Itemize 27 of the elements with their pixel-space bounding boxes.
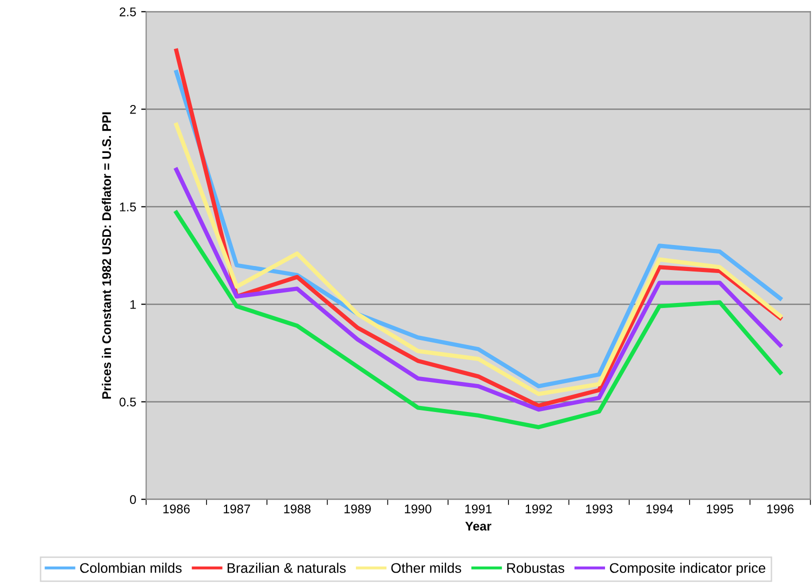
x-tick-label: 1996 — [767, 504, 794, 514]
legend-label: Robustas — [507, 562, 564, 573]
x-tick-label: 1988 — [284, 504, 310, 514]
line-series — [174, 210, 782, 430]
y-tick-label: 0 — [130, 495, 136, 504]
line-series — [174, 122, 782, 396]
y-tick-label: 1 — [130, 300, 136, 309]
x-tick-label: 1995 — [706, 504, 734, 514]
x-tick-label: 1987 — [224, 504, 250, 514]
legend-label: Composite indicator price — [610, 562, 766, 576]
legend-label: Brazilian & naturals — [228, 562, 346, 573]
y-tick-label: 0.5 — [120, 398, 136, 406]
x-tick-label: 1992 — [526, 504, 552, 514]
x-tick-label: 1989 — [344, 504, 371, 514]
x-tick-label: 1993 — [586, 504, 612, 514]
x-axis-title: Year — [465, 522, 492, 531]
line-series — [174, 168, 782, 412]
y-tick-label: 2.5 — [120, 7, 136, 16]
x-tick-label: 1986 — [163, 504, 190, 514]
x-tick-label: 1990 — [404, 504, 432, 514]
legend-label: Other milds — [391, 562, 462, 573]
x-tick-label: 1994 — [646, 504, 673, 514]
x-tick-label: 1991 — [465, 504, 492, 514]
y-axis-title: Prices in Constant 1982 USD: Deflator = U.S. PPI — [102, 112, 112, 399]
y-tick-label: 1.5 — [120, 202, 136, 212]
y-tick-label: 2 — [130, 105, 136, 114]
legend-label: Colombian milds — [80, 562, 182, 573]
